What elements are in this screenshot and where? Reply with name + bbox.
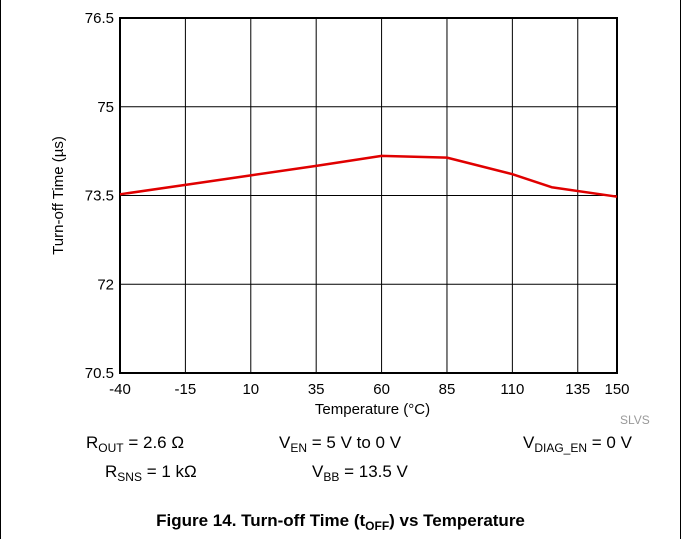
condition-vdiag-en: VDIAG_EN = 0 V [523,433,632,455]
y-tick-label: 73.5 [85,188,114,205]
y-tick-labels: 70.5 72 73.5 75 76.5 [85,10,114,382]
chart: 70.5 72 73.5 75 76.5 -40 -15 10 35 60 85 110 135 150… [50,10,630,418]
x-tick-label: 10 [242,381,259,398]
x-tick-label: -15 [175,381,197,398]
series-line [119,154,618,198]
condition-rout: ROUT = 2.6 Ω [86,433,185,455]
y-tick-label: 72 [97,276,114,293]
y-tick-label: 70.5 [85,365,114,382]
x-tick-label: -40 [109,381,131,398]
x-tick-label: 60 [373,381,390,398]
x-tick-label: 35 [308,381,325,398]
condition-ven: VEN = 5 V to 0 V [279,433,402,455]
grid [119,17,618,374]
x-axis-label: Temperature (°C) [315,401,430,418]
condition-vbb: VBB = 13.5 V [312,462,408,484]
x-tick-label: 85 [439,381,456,398]
y-axis-label: Turn-off Time (µs) [50,136,67,255]
y-tick-label: 75 [97,99,114,116]
x-tick-label: 110 [500,381,524,398]
y-tick-label: 76.5 [85,10,114,27]
x-tick-label: 150 [604,381,629,398]
series-layer [119,154,618,198]
watermark-text: SLVS [620,413,650,427]
x-tick-labels: -40 -15 10 35 60 85 110 135 150 [109,381,629,398]
x-tick-label: 135 [565,381,590,398]
condition-rsns: RSNS = 1 kΩ [105,462,197,484]
figure-caption: Figure 14. Turn-off Time (tOFF) vs Tempe… [156,511,525,533]
